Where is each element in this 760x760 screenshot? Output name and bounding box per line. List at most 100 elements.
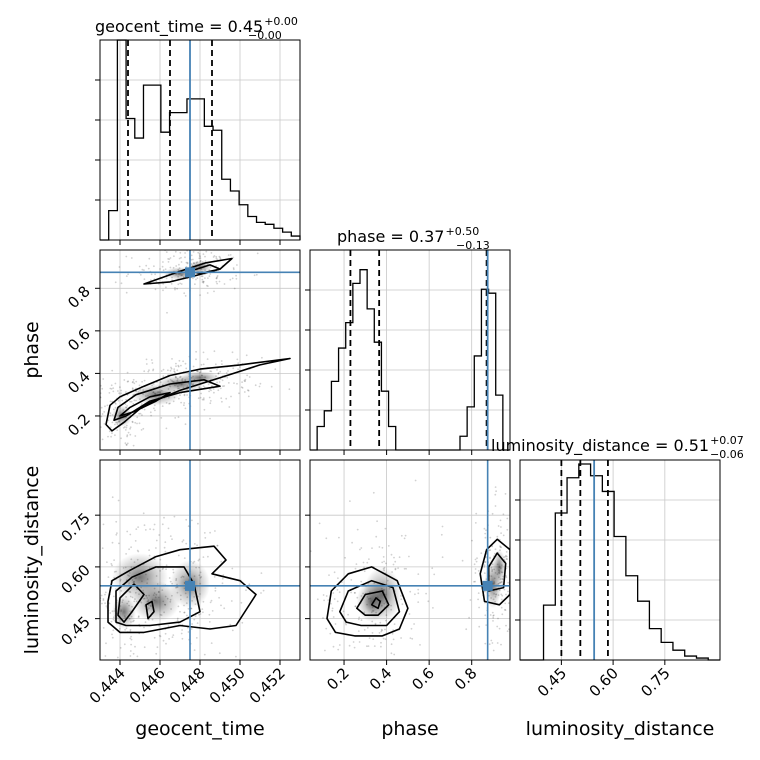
sample-dot: [185, 542, 188, 545]
frame-hist-luminosity_distance: [519, 459, 721, 661]
sample-dot: [500, 598, 503, 601]
contour-1-2-2: [355, 590, 390, 617]
sample-dot: [485, 624, 488, 626]
sample-dot: [212, 388, 215, 390]
sample-dot: [262, 589, 265, 592]
sample-dot: [332, 592, 335, 594]
sample-dot: [125, 391, 127, 393]
sample-dot: [125, 444, 128, 446]
sample-dot: [488, 549, 491, 552]
sample-dot: [155, 547, 157, 549]
sample-dot: [159, 268, 161, 270]
sample-dot: [217, 389, 220, 392]
sample-dot: [209, 273, 212, 275]
sample-dot: [93, 561, 95, 563]
sample-dot: [153, 407, 155, 410]
sample-dot: [497, 617, 499, 620]
marks-layer: [100, 39, 720, 661]
density-0-1: [57, 250, 291, 447]
sample-dot: [366, 645, 368, 648]
sample-dot: [178, 263, 180, 266]
sample-dot: [232, 256, 235, 259]
sample-dot: [507, 581, 510, 584]
sample-dot: [195, 358, 197, 361]
sample-dot: [332, 645, 335, 648]
sample-dot: [360, 619, 363, 621]
sample-dot: [129, 400, 132, 403]
sample-dot: [143, 379, 146, 382]
sample-dot: [125, 255, 128, 258]
sample-dot: [505, 557, 508, 560]
sample-dot: [393, 623, 396, 625]
sample-dot: [132, 652, 135, 655]
sample-dot: [95, 401, 97, 403]
sample-dot: [355, 563, 358, 565]
sample-dot: [171, 538, 173, 540]
sample-dot: [112, 387, 115, 389]
sample-dot: [491, 642, 494, 644]
sample-dot: [259, 382, 262, 385]
sample-dot: [245, 354, 248, 357]
sample-dot: [350, 591, 352, 594]
contour-0-2-2: [117, 583, 145, 623]
sample-dot: [194, 283, 196, 286]
density-1-2: [310, 479, 510, 703]
sample-dot: [381, 629, 383, 632]
xticklabel-geocent_time-3: 0.450: [206, 664, 249, 707]
sample-dot: [331, 609, 334, 612]
sample-dot: [144, 661, 146, 663]
sample-dot: [193, 543, 196, 545]
sample-dot: [114, 403, 117, 405]
sample-dot: [207, 555, 209, 558]
sample-dot: [498, 627, 501, 630]
sample-dot: [129, 655, 132, 657]
sample-dot: [115, 533, 118, 536]
sample-dot: [328, 701, 330, 703]
sample-dot: [111, 432, 113, 435]
sample-dot: [184, 256, 186, 259]
sample-dot: [227, 370, 229, 372]
sample-dot: [173, 368, 176, 370]
sample-dot: [114, 434, 116, 437]
sample-dot: [380, 641, 382, 644]
sample-dot: [150, 359, 153, 361]
sample-dot: [496, 642, 499, 644]
sample-dot: [392, 563, 395, 566]
sample-dot: [204, 277, 206, 279]
sample-dot: [473, 563, 476, 566]
sample-dot: [233, 287, 236, 290]
sample-dot: [144, 621, 147, 624]
sample-dot: [98, 395, 100, 397]
sample-dot: [351, 541, 353, 544]
sample-dot: [57, 407, 59, 409]
xticklabel-geocent_time-2: 0.448: [166, 664, 209, 707]
sample-dot: [192, 251, 195, 253]
sample-dot: [368, 558, 370, 560]
sample-dot: [489, 536, 492, 539]
sample-dot: [190, 254, 193, 257]
sample-dot: [164, 632, 167, 635]
sample-dot: [100, 594, 103, 597]
sample-dot: [91, 416, 93, 418]
sample-dot: [111, 564, 113, 567]
sample-dot: [204, 255, 206, 258]
xticklabel-geocent_time-0: 0.444: [86, 664, 129, 707]
sample-dot: [185, 261, 188, 264]
sample-dot: [152, 369, 154, 372]
sample-dot: [433, 573, 436, 576]
sample-dot: [502, 534, 505, 537]
sample-dot: [374, 622, 377, 625]
sample-dot: [195, 637, 198, 639]
sample-dot: [356, 528, 359, 531]
sample-dot: [351, 666, 353, 668]
sample-dot: [181, 629, 184, 631]
sample-dot: [125, 275, 128, 277]
sample-dot: [232, 367, 235, 370]
sample-dot: [86, 496, 88, 498]
sample-dot: [325, 627, 328, 630]
sample-dot: [187, 631, 190, 633]
sample-dot: [211, 610, 214, 612]
sample-dot: [129, 628, 132, 631]
sample-dot: [493, 664, 495, 666]
sample-dot: [469, 599, 472, 601]
